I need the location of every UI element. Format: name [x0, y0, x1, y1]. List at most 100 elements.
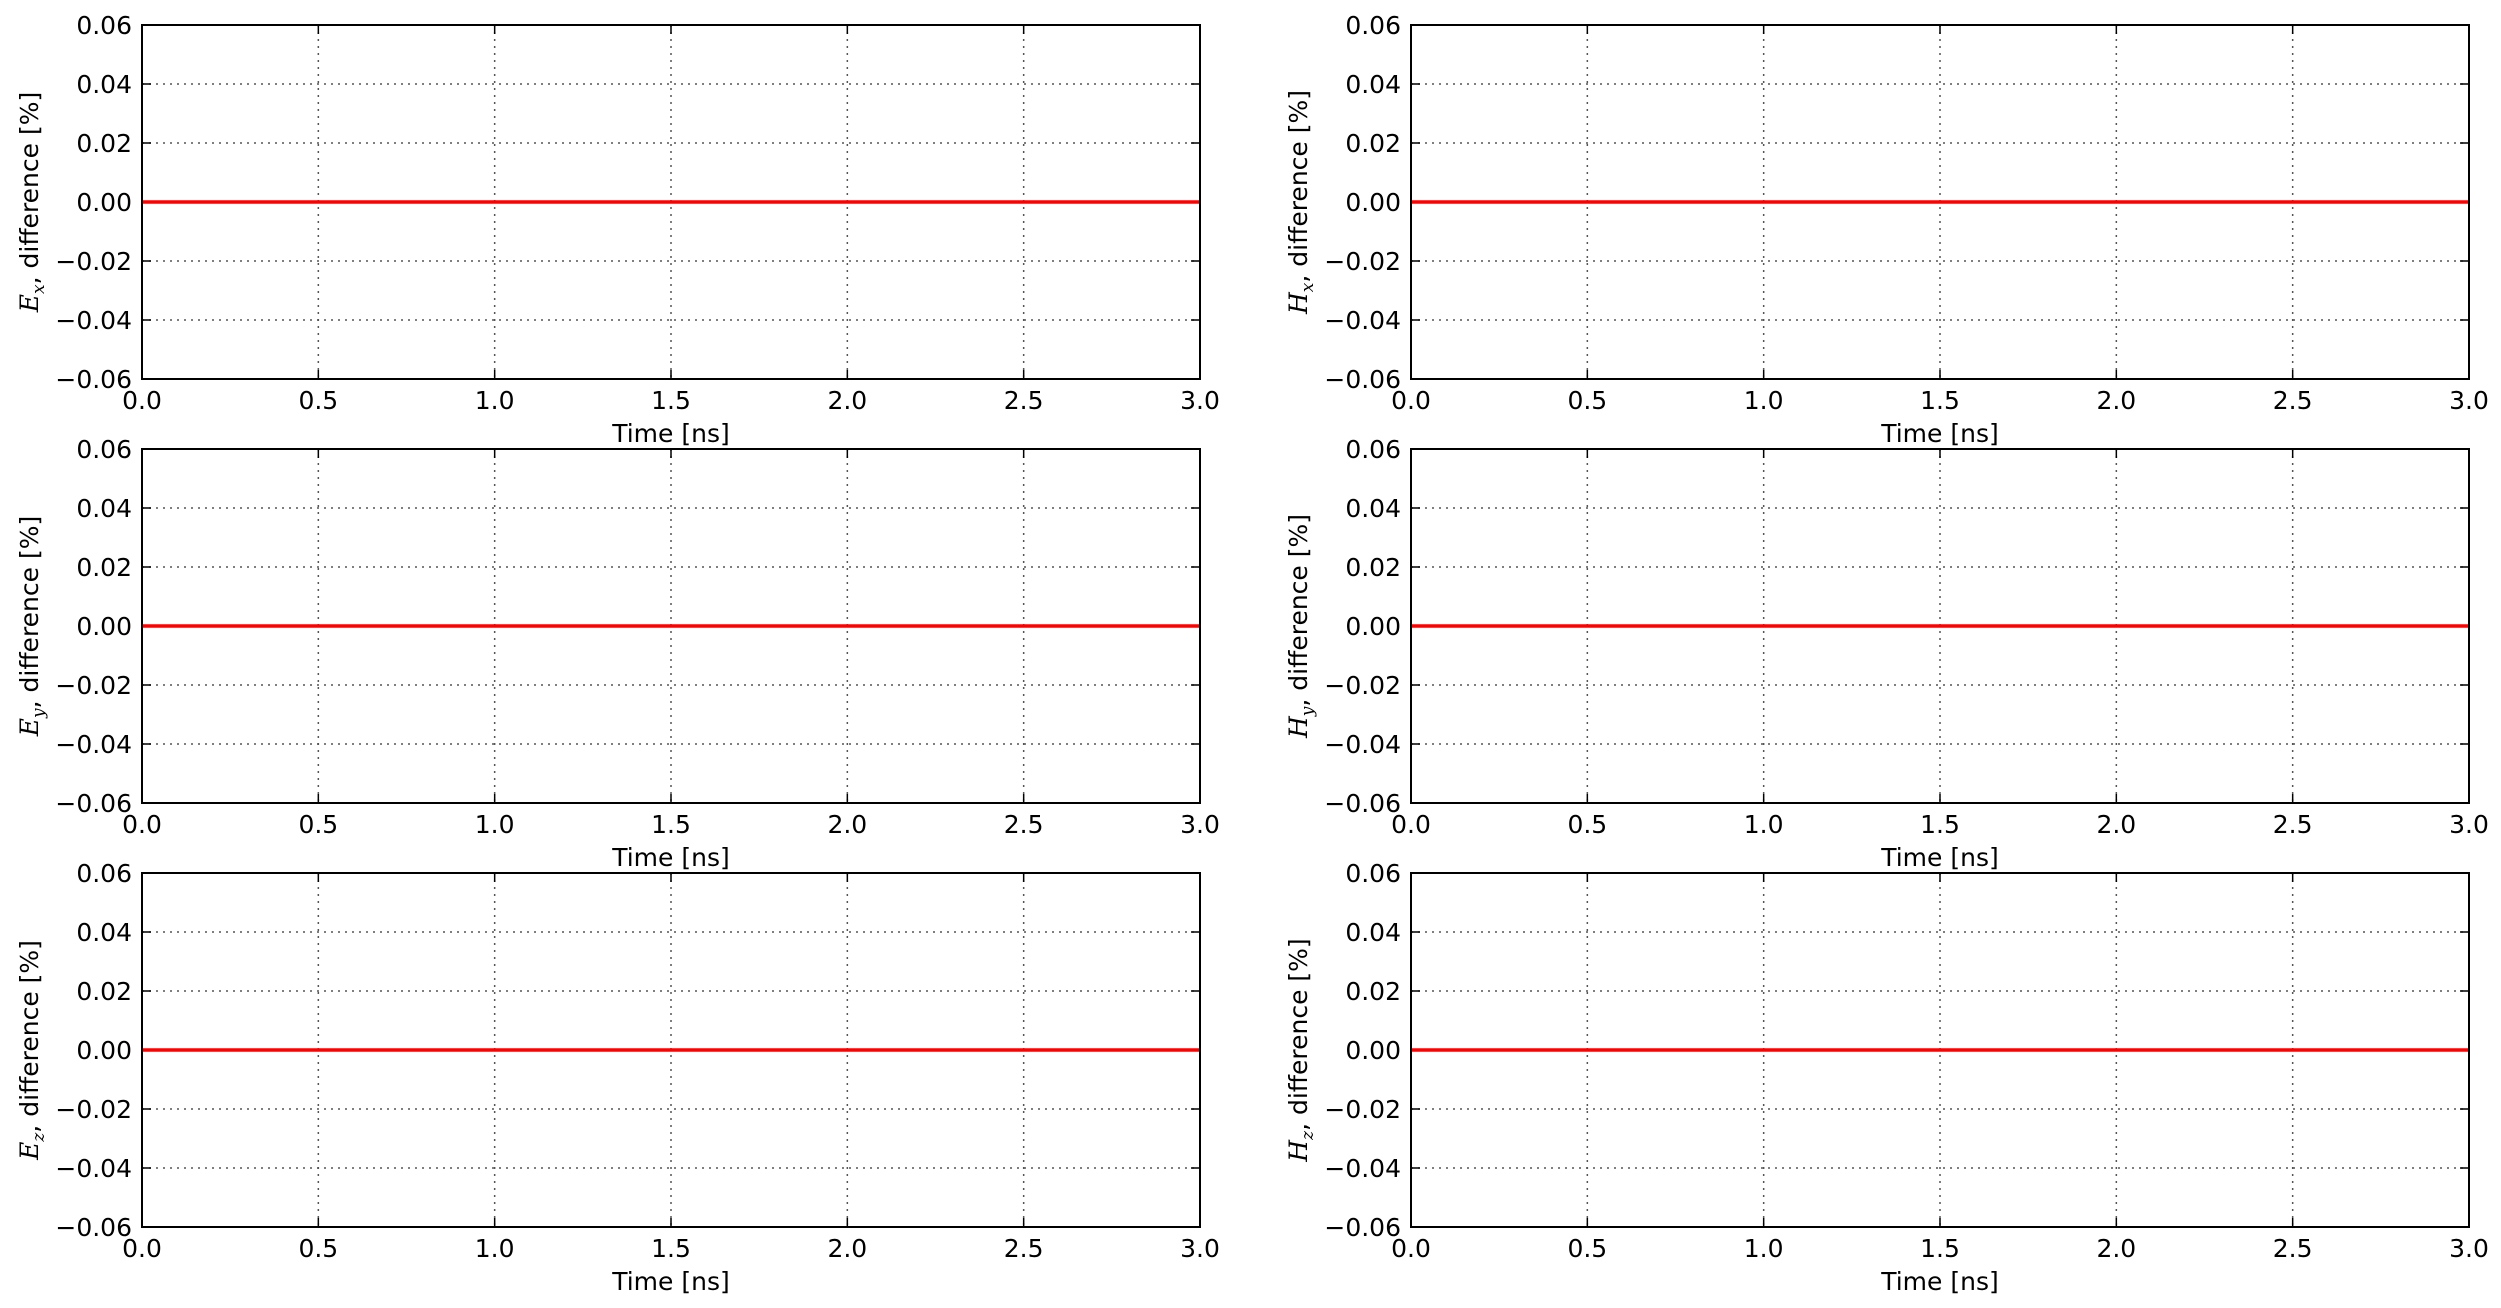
x-axis-label: Time [ns]	[611, 419, 730, 448]
y-tick-label: −0.02	[55, 671, 132, 700]
x-tick-label: 2.5	[1004, 1234, 1044, 1263]
panel-hx: 0.0 0.5 1.0 1.5 2.0 2.5 3.0 0.06 0.04 0.02 0.00 −0.…	[1284, 11, 2489, 448]
x-axis-label: Time [ns]	[1880, 1267, 1999, 1296]
y-axis-label: Ey, difference [%]	[15, 516, 49, 737]
y-axis-label: Hx, difference [%]	[1284, 90, 1318, 315]
y-axis-label-subscript: y	[29, 708, 49, 719]
y-tick-label: −0.04	[1324, 1154, 1401, 1183]
y-axis-label: Hy, difference [%]	[1284, 514, 1318, 739]
y-axis-label-text: , difference [%]	[1284, 938, 1313, 1131]
y-tick-label: 0.02	[1345, 977, 1401, 1006]
x-tick-label: 1.0	[1744, 1234, 1784, 1263]
y-tick-label: −0.06	[55, 365, 132, 394]
x-tick-label: 1.5	[1920, 810, 1960, 839]
y-tick-label: 0.00	[76, 188, 132, 217]
y-tick-label: 0.06	[76, 11, 132, 40]
y-axis-label-subscript: x	[1298, 282, 1318, 292]
x-tick-label: 2.5	[1004, 386, 1044, 415]
x-tick-label: 3.0	[2449, 1234, 2489, 1263]
y-tick-label: 0.06	[76, 859, 132, 888]
y-tick-label: 0.02	[76, 553, 132, 582]
y-tick-label: −0.02	[1324, 247, 1401, 276]
x-tick-label: 2.5	[1004, 810, 1044, 839]
y-axis-label-text: , difference [%]	[1284, 514, 1313, 707]
x-tick-label: 0.0	[1391, 810, 1431, 839]
x-axis-label: Time [ns]	[611, 1267, 730, 1296]
plot-frame	[141, 24, 1201, 380]
x-tick-label: 2.0	[827, 1234, 867, 1263]
x-tick-label: 3.0	[2449, 810, 2489, 839]
x-tick-label: 0.0	[122, 810, 162, 839]
plot-frame	[1410, 872, 2470, 1228]
y-axis-label-subscript: x	[29, 284, 49, 294]
x-tick-label: 2.5	[2273, 810, 2313, 839]
y-tick-label: 0.04	[1345, 70, 1401, 99]
y-tick-label: −0.02	[1324, 671, 1401, 700]
panel-ey: 0.0 0.5 1.0 1.5 2.0 2.5 3.0 0.06 0.04 0.02 0.00 −0.…	[15, 435, 1220, 872]
x-tick-label: 0.0	[1391, 386, 1431, 415]
y-tick-label: 0.00	[1345, 188, 1401, 217]
x-tick-label: 3.0	[2449, 386, 2489, 415]
x-tick-label: 1.0	[475, 810, 515, 839]
plot-frame	[1410, 448, 2470, 804]
y-axis-label: Ex, difference [%]	[15, 92, 49, 313]
y-tick-label: −0.06	[55, 1213, 132, 1242]
y-tick-label: −0.02	[1324, 1095, 1401, 1124]
y-tick-label: −0.02	[55, 1095, 132, 1124]
x-tick-label: 1.0	[475, 1234, 515, 1263]
y-tick-label: 0.00	[76, 1036, 132, 1065]
x-tick-label: 0.5	[1567, 1234, 1607, 1263]
y-axis-label: Ez, difference [%]	[15, 940, 49, 1161]
x-tick-label: 0.5	[1567, 810, 1607, 839]
x-tick-label: 2.0	[2096, 810, 2136, 839]
y-tick-label: 0.04	[1345, 918, 1401, 947]
y-tick-label: 0.06	[76, 435, 132, 464]
y-tick-label: −0.04	[55, 730, 132, 759]
x-tick-label: 1.5	[651, 810, 691, 839]
y-tick-label: −0.04	[1324, 306, 1401, 335]
x-axis-label: Time [ns]	[1880, 419, 1999, 448]
y-tick-label: 0.00	[1345, 612, 1401, 641]
y-tick-label: 0.02	[1345, 553, 1401, 582]
y-axis-label-subscript: y	[1298, 706, 1318, 717]
y-tick-label: 0.00	[1345, 1036, 1401, 1065]
y-tick-label: 0.04	[1345, 494, 1401, 523]
x-tick-label: 0.5	[298, 386, 338, 415]
y-axis-label-text: , difference [%]	[15, 940, 44, 1133]
x-tick-label: 2.0	[827, 386, 867, 415]
x-tick-label: 1.5	[1920, 1234, 1960, 1263]
y-tick-label: 0.02	[1345, 129, 1401, 158]
y-tick-label: −0.06	[55, 789, 132, 818]
x-axis-label: Time [ns]	[611, 843, 730, 872]
y-tick-label: −0.04	[1324, 730, 1401, 759]
y-axis-label-symbol: E	[15, 294, 44, 313]
y-axis-label-symbol: E	[15, 1142, 44, 1161]
y-axis-label-subscript: z	[1298, 1130, 1318, 1141]
x-tick-label: 2.0	[2096, 1234, 2136, 1263]
x-tick-label: 0.0	[1391, 1234, 1431, 1263]
y-axis-label-text: , difference [%]	[1284, 90, 1313, 283]
x-tick-label: 1.5	[1920, 386, 1960, 415]
panel-hy: 0.0 0.5 1.0 1.5 2.0 2.5 3.0 0.06 0.04 0.02 0.00 −0.…	[1284, 435, 2489, 872]
plot-frame	[1410, 24, 2470, 380]
x-tick-label: 3.0	[1180, 386, 1220, 415]
x-tick-label: 0.0	[122, 386, 162, 415]
y-tick-label: 0.06	[1345, 859, 1401, 888]
x-tick-label: 1.5	[651, 386, 691, 415]
panel-hz: 0.0 0.5 1.0 1.5 2.0 2.5 3.0 0.06 0.04 0.02 0.00 −0.…	[1284, 859, 2489, 1296]
y-axis-label: Hz, difference [%]	[1284, 938, 1318, 1162]
y-tick-label: 0.06	[1345, 435, 1401, 464]
panel-ez: 0.0 0.5 1.0 1.5 2.0 2.5 3.0 0.06 0.04 0.02 0.00 −0.…	[15, 859, 1220, 1296]
y-tick-label: 0.04	[76, 70, 132, 99]
x-tick-label: 2.5	[2273, 386, 2313, 415]
x-tick-label: 2.5	[2273, 1234, 2313, 1263]
y-tick-label: −0.06	[1324, 789, 1401, 818]
x-tick-label: 0.5	[298, 810, 338, 839]
x-tick-label: 0.5	[298, 1234, 338, 1263]
y-tick-label: −0.06	[1324, 365, 1401, 394]
y-axis-label-subscript: z	[29, 1132, 49, 1143]
y-axis-label-text: , difference [%]	[15, 92, 44, 285]
y-tick-label: −0.06	[1324, 1213, 1401, 1242]
x-tick-label: 1.0	[475, 386, 515, 415]
